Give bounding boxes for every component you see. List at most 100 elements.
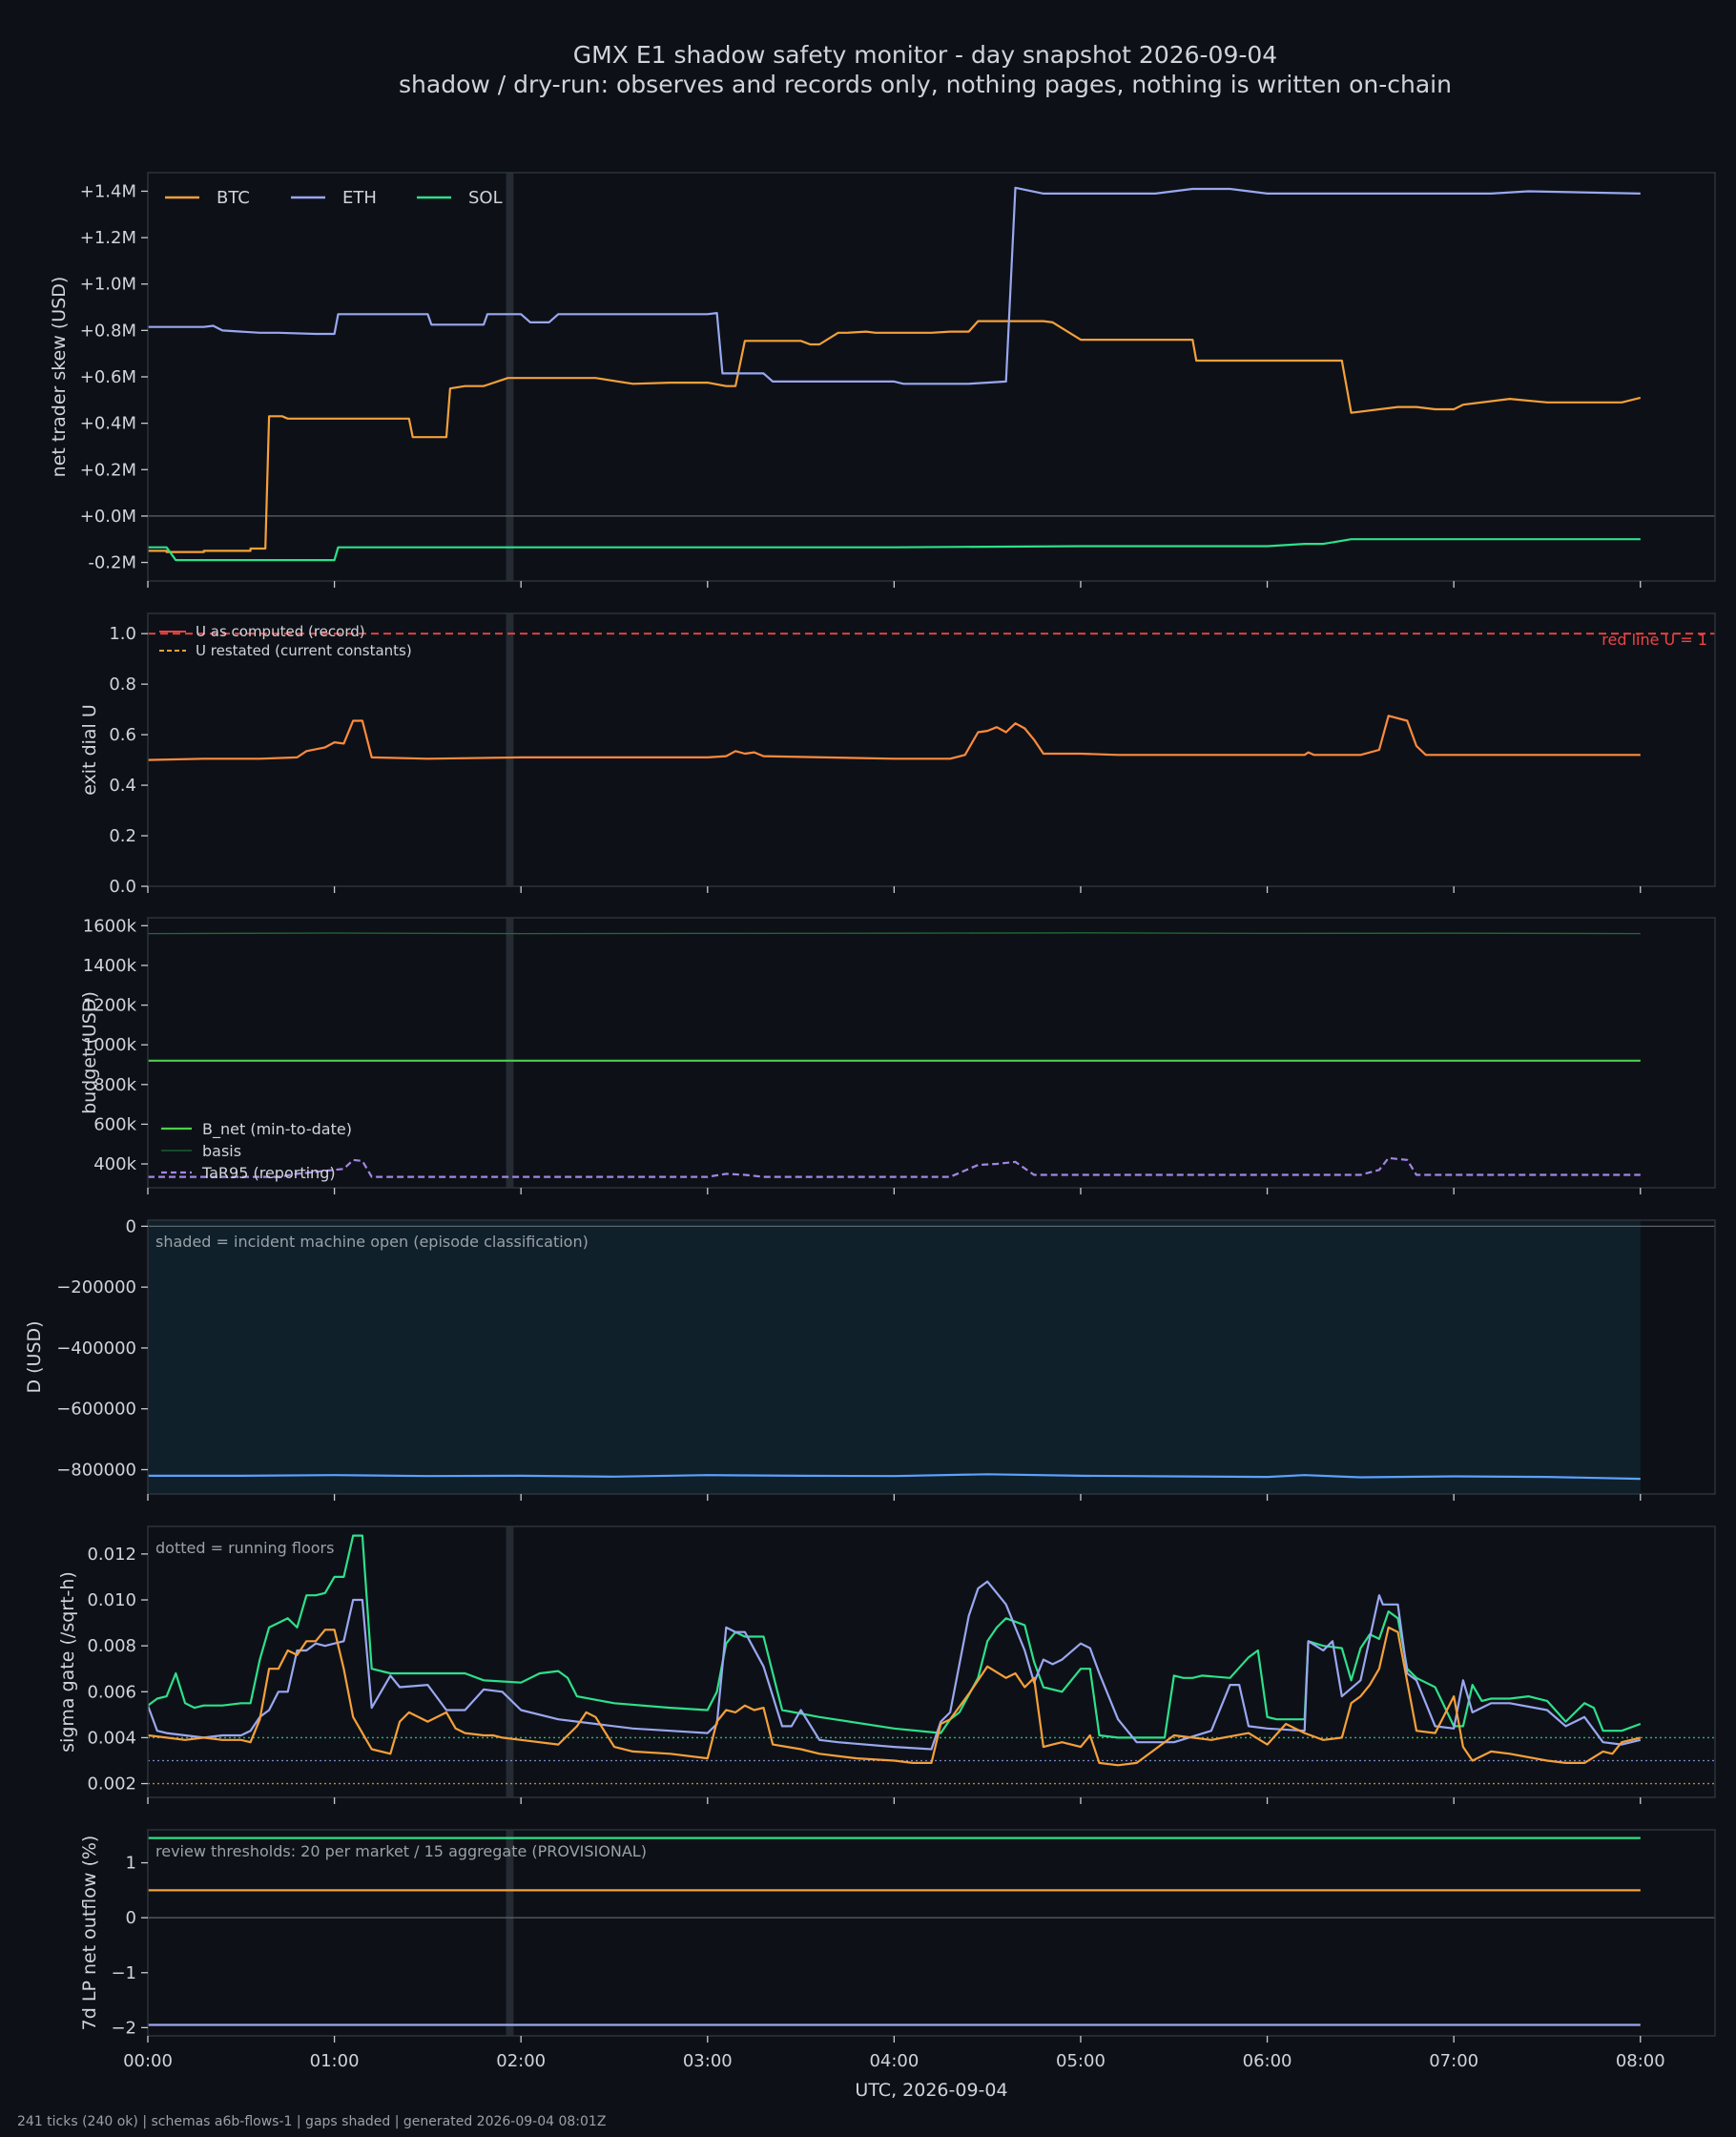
gap-shade	[506, 918, 514, 1188]
y-tick-label: 0.002	[87, 1774, 136, 1795]
gap-shade	[506, 613, 514, 886]
figure-title: GMX E1 shadow safety monitor - day snaps…	[573, 41, 1277, 69]
y-tick-label: 1600k	[83, 916, 137, 936]
panel-frame	[147, 1219, 1716, 1495]
y-tick-label: 0	[126, 1216, 136, 1236]
y-tick-label: 0.010	[87, 1590, 136, 1610]
y-tick-label: +0.8M	[80, 321, 136, 341]
figure-subtitle: shadow / dry-run: observes and records o…	[399, 71, 1452, 98]
x-tick-label: 04:00	[869, 2051, 919, 2071]
x-tick-label: 02:00	[496, 2051, 546, 2071]
y-axis-label: net trader skew (USD)	[49, 277, 70, 478]
panel-skew: -0.2M +0.0M +0.2M +0.4M +0.6M +0.8M +1.0M +1.2M…	[49, 172, 1716, 588]
panel-background	[148, 1526, 1715, 1797]
series-line-tar95-reporting-	[148, 1156, 1641, 1178]
x-axis-label: UTC, 2026-09-04	[855, 2080, 1007, 2101]
red-line-label: red line U = 1	[1602, 631, 1707, 649]
legend-label: SOL	[468, 188, 503, 208]
y-tick-label: 0.0	[109, 877, 136, 897]
panel-lp_outflow: −2 −1 0 1 00:00 01:00 02:00 03:00 04:00 05:00 06:0…	[79, 1829, 1716, 2101]
panel-frame	[147, 612, 1716, 887]
y-tick-label: 0.6	[109, 725, 136, 745]
y-tick-label: 0.2	[109, 826, 136, 846]
figure-footer: 241 ticks (240 ok) | schemas a6b-flows-1…	[17, 2114, 606, 2129]
y-tick-label: +0.6M	[80, 367, 136, 387]
y-tick-label: -0.2M	[88, 553, 136, 573]
series-line-btc	[148, 320, 1642, 553]
panel-note: dotted = running floors	[155, 1539, 334, 1557]
panel-background	[148, 613, 1715, 886]
series-group	[148, 1836, 1641, 2026]
y-tick-label: −800000	[56, 1460, 136, 1480]
y-tick-label: 0.012	[87, 1545, 136, 1565]
incident-shade	[148, 1220, 1641, 1494]
y-tick-label: 800k	[93, 1075, 136, 1095]
chart-panels: -0.2M +0.0M +0.2M +0.4M +0.6M +0.8M +1.0M +1.2M…	[24, 172, 1716, 2101]
y-tick-label: 1.0	[109, 624, 136, 644]
x-tick-label: 01:00	[310, 2051, 360, 2071]
x-tick-label: 05:00	[1056, 2051, 1106, 2071]
series-group	[148, 932, 1641, 1178]
y-tick-label: +0.0M	[80, 507, 136, 527]
panel-frame	[147, 1525, 1716, 1798]
series-line-sol	[148, 538, 1641, 562]
x-tick-label: 07:00	[1429, 2051, 1478, 2071]
gap-shade	[506, 1830, 514, 2036]
series-line-d	[148, 1473, 1641, 1481]
x-tick-label: 03:00	[683, 2051, 733, 2071]
legend-label: B_net (min-to-date)	[202, 1120, 352, 1139]
y-tick-label: 600k	[93, 1114, 136, 1134]
y-tick-label: −600000	[56, 1400, 136, 1420]
y-tick-label: +1.4M	[80, 181, 136, 201]
y-tick-label: 1400k	[83, 956, 137, 976]
y-tick-label: 0	[126, 1908, 136, 1928]
legend-label: TaR95 (reporting)	[201, 1164, 336, 1182]
legend-label: U as computed (record)	[196, 623, 365, 640]
gap-shade	[506, 173, 514, 581]
y-axis-label: sigma gate (/sqrt-h)	[57, 1571, 78, 1753]
y-tick-label: 0.004	[87, 1728, 136, 1748]
panel-frame	[147, 1829, 1716, 2037]
y-tick-label: −400000	[56, 1338, 136, 1359]
y-tick-label: 1000k	[83, 1035, 137, 1055]
y-tick-label: 1200k	[83, 996, 137, 1016]
series-group	[148, 1473, 1641, 1481]
series-line-u-as-computed-record-	[148, 715, 1641, 761]
y-tick-label: −2	[111, 2018, 136, 2038]
series-group	[148, 715, 1641, 761]
x-tick-label: 00:00	[123, 2051, 173, 2071]
gap-shade	[506, 1526, 514, 1797]
panel-exit_dial: red line U = 1 0.0 0.2 0.4 0.6 0.8 1.0 exit dia…	[79, 612, 1716, 897]
x-tick-label: 08:00	[1616, 2051, 1665, 2071]
series-group	[148, 1534, 1642, 1767]
y-axis-label: 7d LP net outflow (%)	[79, 1836, 100, 2031]
x-tick-label: 06:00	[1243, 2051, 1292, 2071]
panel-drawdown: −800000 −600000 −400000 −200000 0 D (USD) shad…	[24, 1216, 1716, 1501]
legend-label: U restated (current constants)	[196, 642, 412, 659]
legend-label: ETH	[342, 188, 377, 208]
legend-label: BTC	[217, 188, 250, 208]
panel-background	[148, 173, 1715, 581]
series-line-basis	[148, 932, 1641, 935]
y-tick-label: +0.2M	[80, 460, 136, 480]
y-tick-label: 1	[126, 1854, 136, 1874]
y-tick-label: 0.008	[87, 1636, 136, 1656]
y-tick-label: 0.8	[109, 674, 136, 695]
y-tick-label: −1	[111, 1963, 136, 1983]
panel-note: review thresholds: 20 per market / 15 ag…	[155, 1842, 647, 1860]
y-axis-label: exit dial U	[79, 704, 100, 796]
panel-background	[148, 1830, 1715, 2036]
panel-frame	[147, 917, 1716, 1189]
panel-background	[148, 918, 1715, 1188]
y-tick-label: −200000	[56, 1277, 136, 1297]
legend-label: basis	[202, 1142, 241, 1160]
y-tick-label: +0.4M	[80, 414, 136, 434]
y-tick-label: 400k	[93, 1154, 136, 1174]
y-tick-label: +1.0M	[80, 275, 136, 295]
series-line-eth	[148, 186, 1641, 385]
series-line-btc	[148, 1626, 1642, 1767]
panel-budget: 400k 600k 800k 1000k 1200k 1400k 1600k budget (…	[79, 916, 1716, 1194]
y-tick-label: 0.006	[87, 1682, 136, 1702]
y-tick-label: 0.4	[109, 776, 136, 796]
